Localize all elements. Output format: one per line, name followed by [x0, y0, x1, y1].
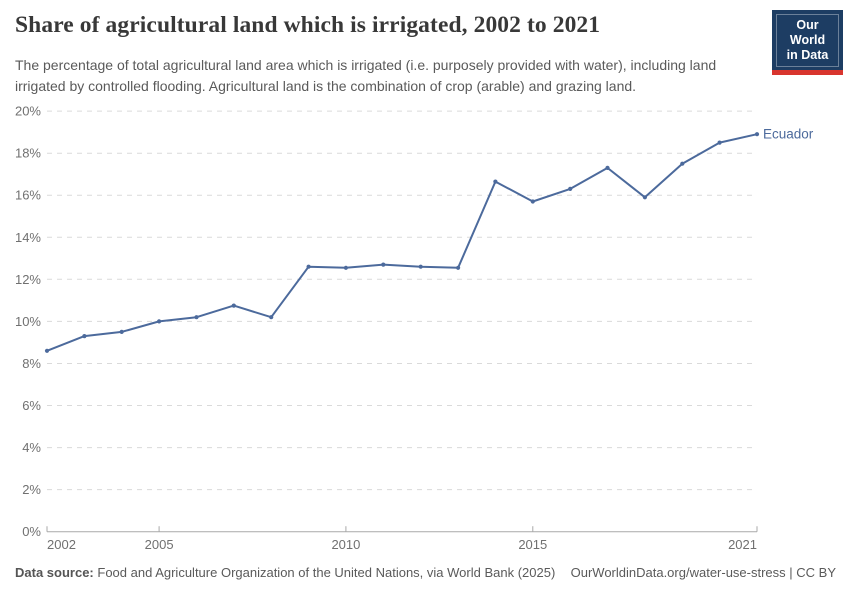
data-point-2021[interactable] [754, 132, 760, 137]
y-axis-tick-label: 18% [15, 146, 41, 161]
y-axis-tick-label: 16% [15, 188, 41, 203]
data-point-2012[interactable] [418, 264, 423, 269]
data-point-2014[interactable] [493, 179, 498, 184]
owid-logo-accent [772, 70, 843, 75]
data-point-2009[interactable] [306, 264, 311, 269]
data-point-2003[interactable] [82, 334, 87, 339]
data-point-2015[interactable] [530, 199, 535, 204]
line-series-ecuador[interactable] [46, 133, 758, 352]
y-axis-tick-label: 14% [15, 230, 41, 245]
x-axis-tick-label: 2010 [331, 537, 360, 552]
x-axis-tick-label: 2002 [47, 537, 76, 552]
owid-logo-text: Our World in Data [776, 14, 839, 67]
y-axis-tick-label: 8% [22, 356, 41, 371]
owid-logo[interactable]: Our World in Data [772, 10, 843, 75]
data-point-2004[interactable] [119, 329, 124, 334]
owid-credit-link[interactable]: OurWorldinData.org/water-use-stress | CC… [570, 565, 836, 580]
data-point-2013[interactable] [456, 265, 461, 270]
data-point-2016[interactable] [568, 186, 573, 191]
data-source-label: Data source: [15, 565, 94, 580]
y-axis-tick-label: 6% [22, 398, 41, 413]
data-source-text: Food and Agriculture Organization of the… [97, 565, 556, 580]
x-axis-tick-label: 2015 [518, 537, 547, 552]
data-point-2006[interactable] [194, 315, 199, 320]
data-point-2005[interactable] [157, 319, 162, 324]
chart-footer: Data source: Food and Agriculture Organi… [15, 565, 836, 580]
x-axis-tick-label: 2005 [145, 537, 174, 552]
data-point-2010[interactable] [343, 265, 348, 270]
owid-logo-line2: in Data [786, 48, 829, 62]
data-point-2008[interactable] [269, 315, 274, 320]
data-point-2017[interactable] [605, 165, 610, 170]
chart-subtitle: The percentage of total agricultural lan… [15, 57, 717, 94]
data-point-2002[interactable] [44, 348, 50, 353]
data-point-2020[interactable] [717, 140, 722, 145]
y-axis-tick-label: 12% [15, 272, 41, 287]
data-point-2018[interactable] [642, 195, 648, 200]
x-axis-tick-label: 2021 [728, 537, 757, 552]
page-title: Share of agricultural land which is irri… [15, 12, 601, 38]
data-point-2011[interactable] [381, 262, 386, 267]
data-point-2019[interactable] [680, 161, 685, 166]
data-source-note: Data source: Food and Agriculture Organi… [15, 565, 555, 580]
y-axis-tick-label: 10% [15, 314, 41, 329]
y-axis-tick-label: 4% [22, 440, 41, 455]
series-end-label[interactable]: Ecuador [763, 127, 814, 142]
owid-logo-line1: Our World [789, 18, 826, 47]
y-axis-tick-label: 0% [22, 524, 41, 539]
y-axis-tick-label: 2% [22, 482, 41, 497]
y-axis-tick-label: 20% [15, 104, 41, 119]
data-point-2007[interactable] [231, 303, 236, 308]
